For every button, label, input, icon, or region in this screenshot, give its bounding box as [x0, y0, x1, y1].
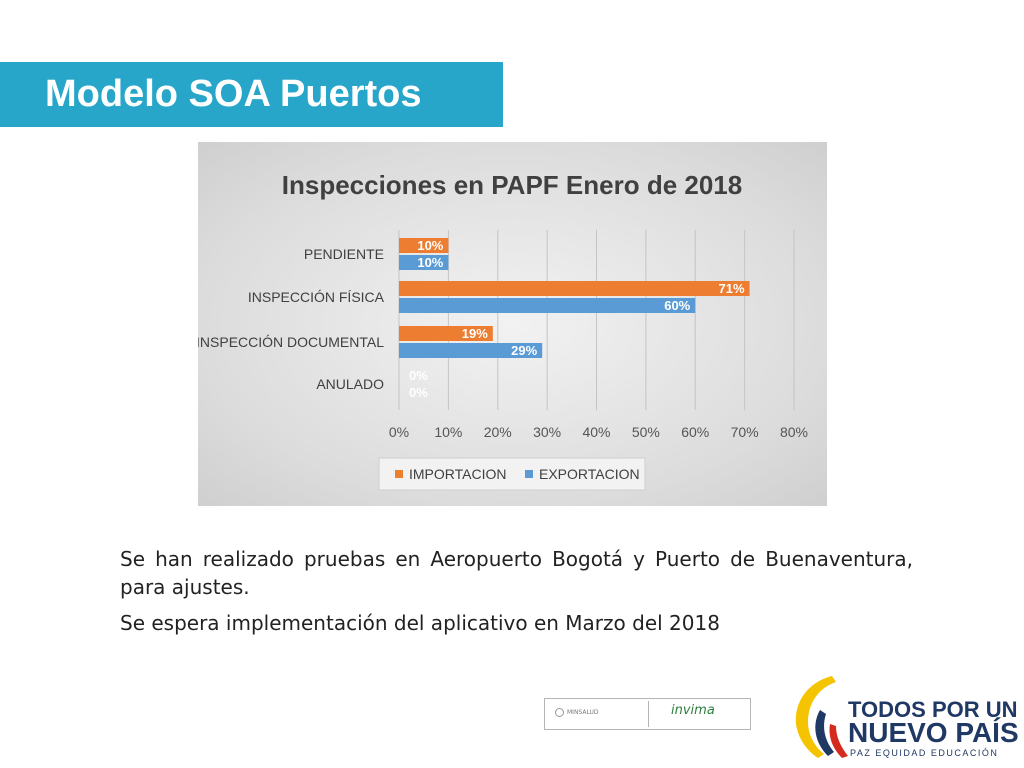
x-tick-label: 40% — [582, 424, 610, 440]
bar-exportacion — [399, 255, 449, 270]
brand-line-1: TODOS POR UN — [848, 697, 1018, 722]
bar-chart: Inspecciones en PAPF Enero de 2018 0% 10% 2… — [198, 170, 808, 491]
title-bar: Modelo SOA Puertos — [0, 62, 503, 127]
legend-swatch — [395, 470, 403, 478]
x-tick-label: 20% — [484, 424, 512, 440]
logo-divider — [648, 701, 649, 727]
x-tick-label: 50% — [632, 424, 660, 440]
data-label: 0% — [409, 368, 428, 383]
chart-panel: Inspecciones en PAPF Enero de 2018 0% 10% 2… — [198, 142, 827, 506]
data-label: 71% — [719, 281, 745, 296]
legend-box — [378, 457, 646, 491]
data-label: 10% — [417, 255, 443, 270]
x-tick-label: 60% — [681, 424, 709, 440]
brand-emblem-icon — [795, 676, 848, 758]
data-label: 0% — [409, 385, 428, 400]
legend-label: EXPORTACION — [539, 466, 640, 482]
minsalud-logo-text: MINSALUD — [567, 709, 599, 716]
legend-label: IMPORTACION — [409, 466, 507, 482]
bar-importacion — [399, 238, 449, 253]
category-label: ANULADO — [316, 376, 384, 392]
seal-icon — [555, 708, 564, 717]
data-label: 10% — [417, 238, 443, 253]
x-tick-label: 10% — [434, 424, 462, 440]
slide-title: Modelo SOA Puertos — [45, 73, 422, 115]
brand-line-2: NUEVO PAÍS — [848, 717, 1019, 748]
bullet-2: Se espera implementación del aplicativo … — [120, 611, 720, 635]
bar-exportacion — [399, 298, 696, 313]
brand-logo: TODOS POR UN NUEVO PAÍS PAZ EQUIDAD EDUC… — [790, 672, 1019, 762]
invima-logo: invima — [671, 703, 715, 718]
brand-line-3: PAZ EQUIDAD EDUCACIÓN — [850, 748, 999, 758]
minsalud-logo: MINSALUD — [555, 708, 599, 717]
chart-title: Inspecciones en PAPF Enero de 2018 — [282, 170, 742, 200]
x-tick-label: 30% — [533, 424, 561, 440]
category-label: INSPECCIÓN DOCUMENTAL — [198, 334, 384, 350]
x-tick-label: 0% — [389, 424, 409, 440]
data-label: 19% — [462, 326, 488, 341]
bar-importacion — [399, 326, 493, 341]
legend-swatch — [525, 470, 533, 478]
x-tick-label: 80% — [780, 424, 808, 440]
x-tick-label: 70% — [731, 424, 759, 440]
body-text: Se han realizado pruebas en Aeropuerto B… — [120, 545, 913, 645]
bullet-1: Se han realizado pruebas en Aeropuerto B… — [120, 547, 913, 599]
bar-importacion — [399, 281, 750, 296]
category-label: INSPECCIÓN FÍSICA — [248, 289, 385, 305]
category-label: PENDIENTE — [304, 246, 384, 262]
partner-logos: MINSALUD invima — [544, 698, 751, 730]
data-label: 29% — [511, 343, 537, 358]
bar-exportacion — [399, 343, 543, 358]
data-label: 60% — [664, 298, 690, 313]
